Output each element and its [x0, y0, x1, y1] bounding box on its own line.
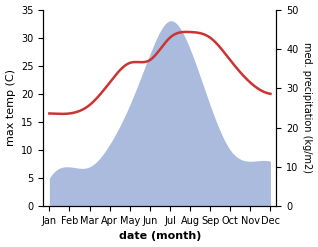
Y-axis label: max temp (C): max temp (C) [5, 69, 16, 146]
X-axis label: date (month): date (month) [119, 231, 201, 242]
Y-axis label: med. precipitation (kg/m2): med. precipitation (kg/m2) [302, 42, 313, 173]
